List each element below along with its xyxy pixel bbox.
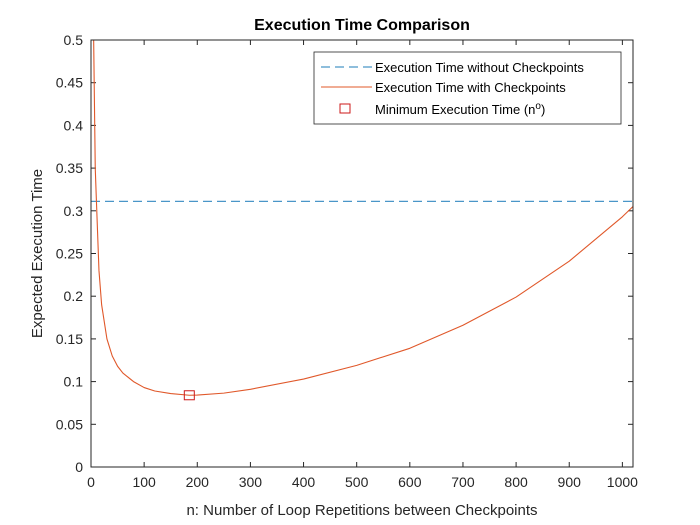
y-tick-label: 0.15 — [56, 331, 83, 347]
y-tick-label: 0.5 — [64, 32, 84, 48]
legend-swatch-minimum — [339, 103, 351, 114]
x-tick-label: 1000 — [607, 474, 638, 490]
chart-title: Execution Time Comparison — [254, 17, 470, 34]
y-tick-label: 0.2 — [64, 288, 84, 304]
plot-frame — [90, 39, 634, 468]
x-tick-label: 600 — [398, 474, 422, 490]
x-tick-label: 300 — [239, 474, 263, 490]
y-axis-label: Expected Execution Time — [29, 169, 46, 338]
legend: Execution Time without Checkpoints Execu… — [313, 51, 622, 125]
legend-label-checkpoint: Execution Time with Checkpoints — [375, 80, 566, 95]
legend-box — [313, 51, 622, 125]
x-tick-label: 100 — [132, 474, 156, 490]
legend-label-minimum-main: Minimum Execution Time (n — [375, 102, 535, 117]
legend-label-minimum-superscript: o — [535, 101, 541, 112]
x-tick-label: 800 — [504, 474, 528, 490]
legend-label-minimum-suffix: ) — [541, 102, 545, 117]
y-tick-label: 0.25 — [56, 246, 83, 262]
y-axis-ticks: 0 0.05 0.1 0.15 0.2 0.25 0.3 0.35 0.4 0.45 0.5 — [56, 32, 633, 475]
series-checkpoint-line — [93, 39, 634, 396]
y-tick-label: 0.45 — [56, 75, 83, 91]
y-tick-label: 0 — [75, 459, 83, 475]
y-tick-label: 0.35 — [56, 160, 83, 176]
x-tick-label: 500 — [345, 474, 369, 490]
x-tick-label: 0 — [87, 474, 95, 490]
minimum-marker — [183, 390, 195, 401]
y-tick-label: 0.4 — [64, 117, 84, 133]
x-tick-label: 900 — [558, 474, 582, 490]
x-tick-label: 200 — [186, 474, 210, 490]
y-tick-label: 0.05 — [56, 416, 83, 432]
series-layer — [91, 39, 634, 401]
x-tick-label: 700 — [451, 474, 475, 490]
y-tick-label: 0.3 — [64, 203, 84, 219]
x-tick-label: 400 — [292, 474, 316, 490]
x-axis-ticks: 0 100 200 300 400 500 600 700 800 900 1000 — [87, 40, 638, 490]
legend-label-minimum: Minimum Execution Time (no) — [375, 101, 545, 117]
x-axis-label: n: Number of Loop Repetitions between Ch… — [186, 502, 537, 519]
legend-label-baseline: Execution Time without Checkpoints — [375, 60, 584, 75]
y-tick-label: 0.1 — [64, 374, 84, 390]
